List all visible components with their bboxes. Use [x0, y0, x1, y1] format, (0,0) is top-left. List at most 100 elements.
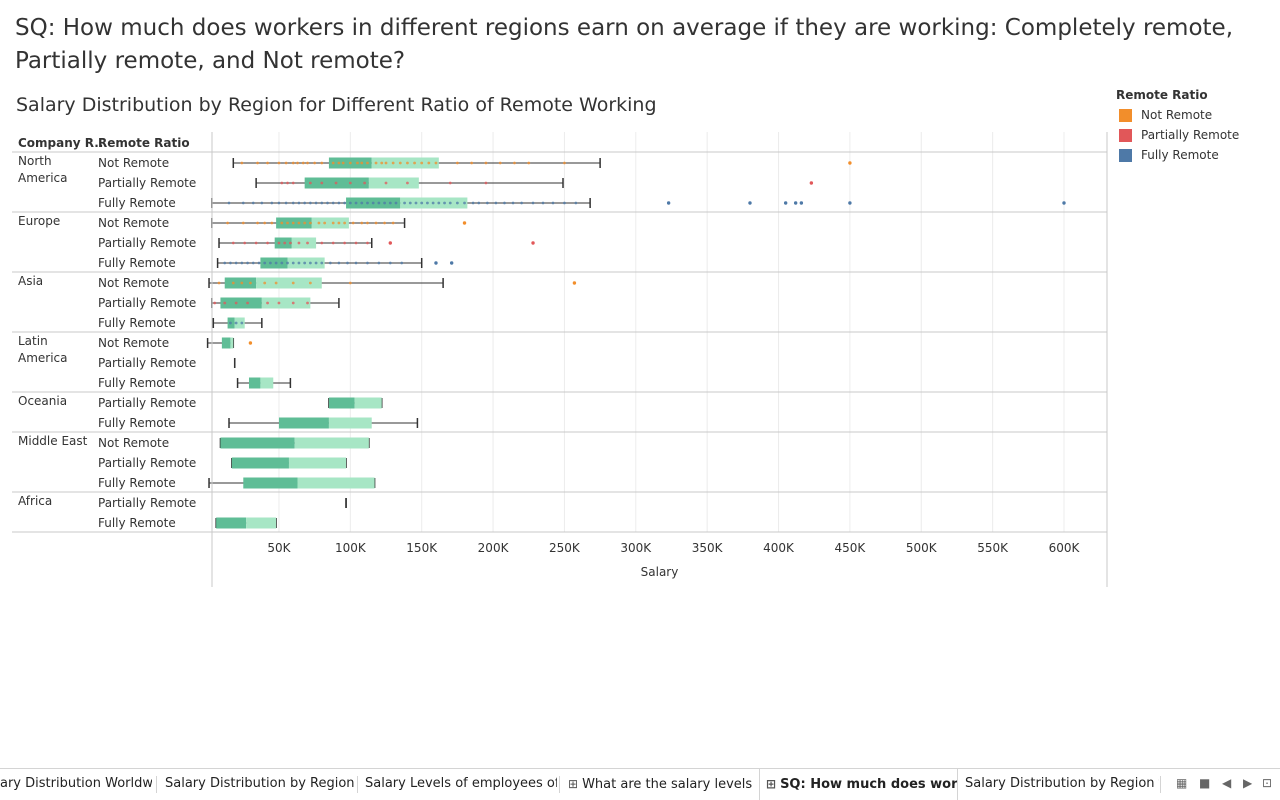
data-point[interactable] [240, 261, 244, 265]
data-point[interactable] [286, 221, 289, 225]
data-point[interactable] [303, 261, 307, 265]
data-point[interactable] [280, 221, 284, 225]
data-point[interactable] [337, 161, 341, 165]
data-point[interactable] [277, 241, 281, 245]
data-point[interactable] [398, 161, 402, 165]
data-point[interactable] [308, 281, 312, 285]
outlier-point[interactable] [783, 201, 788, 205]
data-point[interactable] [354, 261, 358, 265]
data-point[interactable] [448, 181, 452, 185]
data-point[interactable] [277, 161, 281, 165]
data-point[interactable] [297, 241, 301, 245]
data-point[interactable] [471, 201, 475, 205]
data-point[interactable] [348, 161, 352, 165]
data-point[interactable] [240, 161, 244, 165]
data-point[interactable] [384, 161, 388, 165]
data-point[interactable] [226, 221, 229, 225]
data-point[interactable] [408, 201, 412, 205]
outlier-point[interactable] [449, 261, 454, 265]
data-point[interactable] [485, 201, 489, 205]
data-point[interactable] [291, 301, 295, 305]
data-point[interactable] [348, 201, 352, 205]
data-point[interactable] [503, 201, 506, 205]
data-point[interactable] [354, 201, 358, 205]
data-point[interactable] [280, 181, 284, 185]
data-point[interactable] [308, 201, 312, 205]
data-point[interactable] [308, 181, 312, 185]
data-point[interactable] [360, 201, 364, 205]
data-point[interactable] [563, 161, 566, 165]
data-point[interactable] [323, 221, 327, 225]
legend-item-fully-remote[interactable]: Fully Remote [1116, 145, 1239, 165]
data-point[interactable] [331, 201, 335, 205]
data-point[interactable] [291, 201, 295, 205]
data-point[interactable] [234, 301, 238, 305]
data-point[interactable] [249, 281, 252, 285]
data-point[interactable] [484, 181, 488, 185]
data-point[interactable] [337, 201, 341, 205]
data-point[interactable] [284, 161, 288, 165]
sheet-tab[interactable]: ary Distribution Worldwide [0, 769, 152, 800]
data-point[interactable] [354, 241, 358, 245]
box-upper-half[interactable] [291, 237, 317, 249]
box-lower-half[interactable] [220, 297, 262, 309]
box-upper-half[interactable] [354, 397, 382, 409]
data-point[interactable] [331, 221, 335, 225]
box-upper-half[interactable] [230, 337, 234, 349]
data-point[interactable] [320, 161, 324, 165]
data-point[interactable] [251, 201, 255, 205]
data-point[interactable] [257, 261, 261, 265]
data-point[interactable] [406, 161, 409, 165]
box-lower-half[interactable] [248, 377, 261, 389]
data-point[interactable] [377, 201, 381, 205]
box-lower-half[interactable] [224, 277, 257, 289]
data-point[interactable] [246, 261, 249, 265]
box-upper-half[interactable] [328, 417, 372, 429]
data-point[interactable] [263, 261, 267, 265]
box-lower-half[interactable] [221, 337, 231, 349]
data-point[interactable] [303, 201, 307, 205]
data-point[interactable] [291, 281, 295, 285]
sheet-tab-active[interactable]: ⊞SQ: How much does worker... [759, 769, 958, 800]
outlier-point[interactable] [848, 161, 852, 165]
box-upper-half[interactable] [288, 457, 347, 469]
data-point[interactable] [269, 261, 272, 265]
data-point[interactable] [301, 161, 305, 165]
data-point[interactable] [391, 161, 395, 165]
data-point[interactable] [308, 221, 312, 225]
box-lower-half[interactable] [274, 237, 292, 249]
data-point[interactable] [531, 201, 535, 205]
data-point[interactable] [263, 281, 267, 285]
data-point[interactable] [234, 261, 238, 265]
data-point[interactable] [274, 261, 278, 265]
data-point[interactable] [223, 261, 227, 265]
data-point[interactable] [337, 261, 341, 265]
data-point[interactable] [384, 181, 388, 185]
data-point[interactable] [366, 201, 369, 205]
present-mode-icon[interactable]: ⊡ [1262, 776, 1273, 790]
data-point[interactable] [314, 261, 318, 265]
data-point[interactable] [326, 201, 329, 205]
data-point[interactable] [366, 221, 369, 225]
data-point[interactable] [277, 201, 281, 205]
data-point[interactable] [341, 161, 345, 165]
data-point[interactable] [328, 261, 332, 265]
data-point[interactable] [484, 161, 488, 165]
data-point[interactable] [270, 221, 274, 225]
outlier-point[interactable] [1062, 201, 1066, 205]
data-point[interactable] [256, 161, 259, 165]
data-point[interactable] [455, 161, 459, 165]
data-point[interactable] [551, 201, 555, 205]
data-point[interactable] [351, 221, 355, 225]
data-point[interactable] [286, 261, 289, 265]
data-point[interactable] [334, 181, 338, 185]
data-point[interactable] [297, 261, 301, 265]
outlier-point[interactable] [848, 201, 852, 205]
box-upper-half[interactable] [371, 157, 439, 169]
data-point[interactable] [348, 281, 352, 285]
data-point[interactable] [234, 321, 238, 325]
data-point[interactable] [383, 201, 386, 205]
data-point[interactable] [266, 301, 269, 305]
data-point[interactable] [240, 321, 244, 325]
data-point[interactable] [223, 301, 227, 305]
